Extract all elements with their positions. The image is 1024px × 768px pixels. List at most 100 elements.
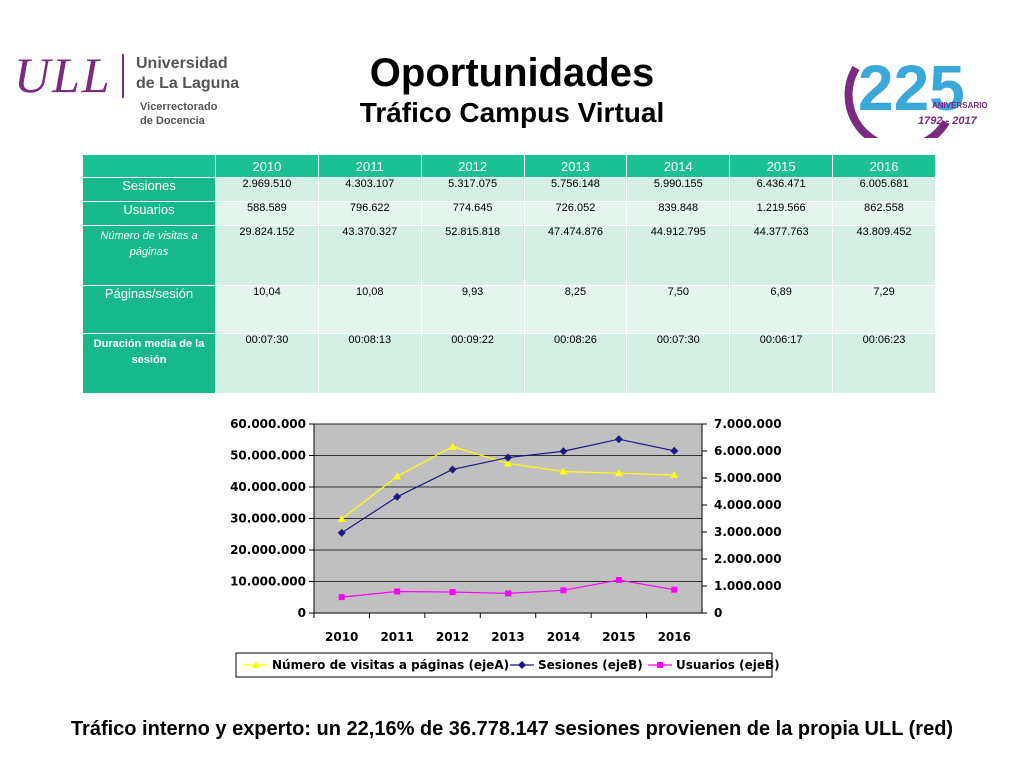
table-cell: 29.824.152 [215,225,319,286]
table-cell: 862.558 [832,201,936,226]
table-cell: 7,50 [626,285,731,334]
x-axis-label: 2016 [658,630,691,644]
data-point [559,447,568,456]
table-cell: 774.645 [420,201,525,226]
table-cell: 10,04 [215,285,319,334]
table-cell: 9,93 [420,285,525,334]
data-point [394,588,401,595]
row-label: Páginas/sesión [82,285,216,334]
row-label: Usuarios [82,201,216,226]
table-cell: 6.005.681 [832,177,936,202]
year-header: 2011 [317,154,422,178]
legend-swatch-marker [252,661,260,668]
data-point [614,469,623,477]
table-cell: 00:08:26 [523,333,628,394]
left-axis-label: 40.000.000 [230,480,306,494]
x-axis-label: 2015 [602,630,635,644]
table-cell: 5.317.075 [420,177,525,202]
table-cell: 8,25 [523,285,628,334]
ull-logo-name-line1: Universidad [136,55,228,72]
footer-note: Tráfico interno y experto: un 22,16% de … [70,718,954,740]
data-point [671,586,678,593]
anniversary-label: ANIVERSARIO [932,101,988,110]
anniversary-arc [844,65,950,138]
table-cell: 839.848 [626,201,731,226]
right-axis-label: 0 [714,606,722,620]
left-axis-label: 20.000.000 [230,543,306,557]
right-axis-label: 3.000.000 [714,525,782,539]
ull-logo: ULL Universidad de La Laguna Vicerrector… [14,50,254,130]
ull-logo-name: Universidad de La Laguna [136,54,239,94]
stats-table-header-row: 2010 2011 2012 2013 2014 2015 2016 [82,154,936,178]
table-cell: 44.377.763 [729,225,834,286]
year-header: 2013 [523,154,628,178]
table-cell: 52.815.818 [420,225,525,286]
year-header: 2016 [832,154,936,178]
data-point [505,590,511,597]
ull-logo-sub-line2: de Docencia [140,115,205,127]
table-cell: 00:07:30 [626,333,731,394]
table-cell: 726.052 [523,201,628,226]
row-label: Sesiones [82,177,216,202]
left-axis-label: 60.000.000 [230,417,306,431]
table-cell: 7,29 [832,285,936,334]
table-cell: 588.589 [215,201,319,226]
legend-box [235,652,773,678]
legend-swatch-marker [518,661,526,669]
x-axis-label: 2011 [380,630,413,644]
ull-logo-sub-line1: Vicerrectorado [140,101,218,113]
left-axis-label: 0 [298,606,306,620]
data-point [448,442,457,450]
stats-table-corner [82,154,216,178]
table-cell: 00:06:17 [729,333,834,394]
table-cell: 00:08:13 [317,333,422,394]
data-point [448,465,457,474]
table-cell: 00:06:23 [832,333,936,394]
legend-entry: Usuarios (ejeB) [676,658,780,672]
data-point [338,594,345,601]
year-header: 2015 [729,154,834,178]
table-cell: 6.436.471 [729,177,834,202]
data-point [670,446,679,455]
table-cell: 43.809.452 [832,225,936,286]
stats-table: 2010 2011 2012 2013 2014 2015 2016 Sesio… [82,154,936,394]
row-label: Duración media de la sesión [82,333,216,394]
table-cell: 1.219.566 [729,201,834,226]
legend-entry: Número de visitas a páginas (ejeA) [272,658,509,672]
page-subtitle: Tráfico Campus Virtual [359,97,665,128]
table-cell: 44.912.795 [626,225,731,286]
table-cell: 47.474.876 [523,225,628,286]
legend-entry: Sesiones (ejeB) [538,658,643,672]
x-axis-label: 2013 [491,630,524,644]
right-axis-label: 5.000.000 [714,471,782,485]
data-point [559,467,568,475]
x-axis-label: 2014 [547,630,580,644]
table-cell: 4.303.107 [317,177,422,202]
table-row-sesiones: Sesiones 2.969.510 4.303.107 5.317.075 5… [82,177,936,202]
anniversary-number: 225 [858,52,965,124]
table-cell: 10,08 [317,285,422,334]
page-title: Oportunidades [369,51,655,95]
ull-logo-name-line2: de La Laguna [136,75,240,92]
right-axis-label: 7.000.000 [714,417,782,431]
table-row-usuarios: Usuarios 588.589 796.622 774.645 726.052… [82,201,936,226]
table-row-visitas: Número de visitas a páginas 29.824.152 4… [82,225,936,286]
legend-swatch-marker [657,662,663,668]
traffic-chart: 0 10.000.000 20.000.000 30.000.000 40.000.00… [230,417,782,678]
table-cell: 2.969.510 [215,177,319,202]
left-axis-label: 10.000.000 [230,575,306,589]
data-point [449,589,456,596]
data-point [504,459,512,467]
left-axis-label: 30.000.000 [230,512,306,526]
year-header: 2010 [215,154,319,178]
table-cell: 00:07:30 [215,333,319,394]
table-cell: 6,89 [729,285,834,334]
x-axis-label: 2012 [436,630,469,644]
right-axis-label: 4.000.000 [714,498,782,512]
table-cell: 43.370.327 [317,225,422,286]
table-cell: 00:09:22 [420,333,525,394]
year-header: 2012 [420,154,525,178]
data-point [614,435,623,444]
table-cell: 5.990.155 [626,177,731,202]
x-axis-label: 2010 [325,630,358,644]
